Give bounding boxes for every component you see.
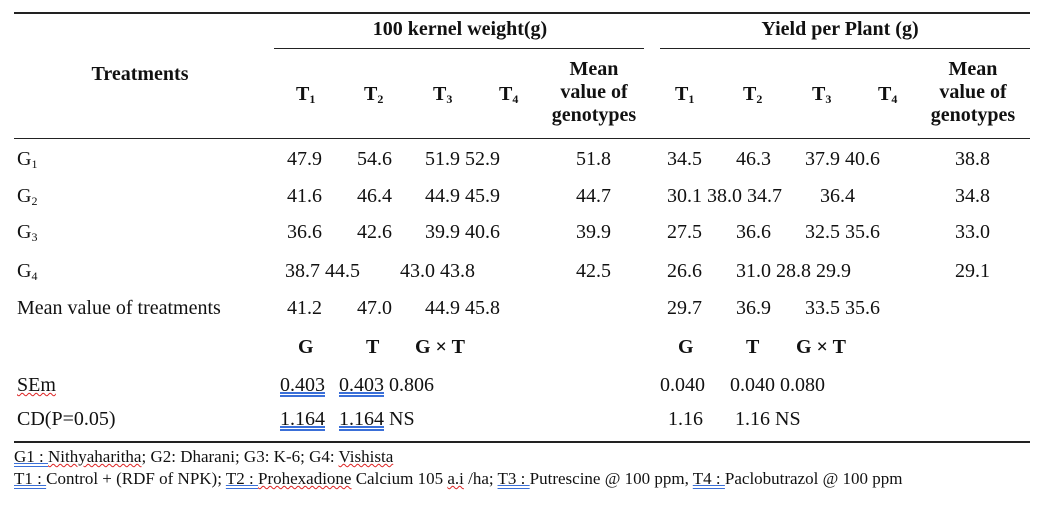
col-t1-kw: T1 (296, 83, 316, 106)
stats-header-gxt-kw: G × T (415, 336, 465, 358)
col-t3-yp: T3 (812, 83, 832, 106)
cell: 33.5 35.6 (805, 297, 880, 319)
cell: 29.1 (955, 260, 990, 282)
cell: 33.0 (955, 221, 990, 243)
cell: 42.6 (357, 221, 392, 243)
cell: 37.9 40.6 (805, 148, 880, 170)
stat-label-sem: SEm (17, 374, 56, 396)
cell: 47.0 (357, 297, 392, 319)
stat-cd-kw: 1.164 1.164 NS (280, 408, 415, 430)
footnote-treatments: T1 : Control + (RDF of NPK); T2 : Prohex… (14, 469, 903, 488)
table-bottom-rule (14, 441, 1030, 443)
cell: 0.040 0.080 (730, 374, 825, 396)
table-top-rule (14, 12, 1030, 14)
group2-rule (660, 48, 1030, 49)
cell: 39.9 40.6 (425, 221, 500, 243)
stats-header-g-kw: G (298, 336, 314, 358)
stats-header-t-yp: T (746, 336, 760, 358)
cell: 29.7 (667, 297, 702, 319)
footnote-genotypes: G1 : Nithyaharitha; G2: Dharani; G3: K-6… (14, 447, 394, 466)
cell: 36.6 (287, 221, 322, 243)
cell: 47.9 (287, 148, 322, 170)
cell: 36.9 (736, 297, 771, 319)
row-label-g1: G1 (17, 148, 38, 171)
col-t2-kw: T2 (364, 83, 384, 106)
col-t1-yp: T1 (675, 83, 695, 106)
cell: 34.5 (667, 148, 702, 170)
cell: 38.8 (955, 148, 990, 170)
kernel-weight-header: 100 kernel weight(g) (372, 18, 548, 40)
group1-rule (274, 48, 644, 49)
col-t2-yp: T2 (743, 83, 763, 106)
cell: 32.5 35.6 (805, 221, 880, 243)
col-mean-kw: Mean value of genotypes (551, 58, 637, 126)
cell: 27.5 (667, 221, 702, 243)
row-label-g2: G2 (17, 185, 38, 208)
row-label-g3: G3 (17, 221, 38, 244)
cell: 0.040 (660, 374, 705, 396)
cell: 41.6 (287, 185, 322, 207)
col-t3-kw: T3 (433, 83, 453, 106)
cell: 26.6 (667, 260, 702, 282)
col-mean-yp: Mean value of genotypes (930, 58, 1016, 126)
header-bottom-rule (14, 138, 1030, 139)
cell: 34.8 (955, 185, 990, 207)
cell: 38.7 44.5 (285, 260, 360, 282)
cell: 44.9 45.9 (425, 185, 500, 207)
cell: 44.7 (576, 185, 611, 207)
cell: 44.9 45.8 (425, 297, 500, 319)
cell: 46.3 (736, 148, 771, 170)
cell: 36.4 (820, 185, 855, 207)
stat-sem-kw: 0.403 0.403 0.806 (280, 374, 434, 396)
cell: 46.4 (357, 185, 392, 207)
cell: 39.9 (576, 221, 611, 243)
col-t4-yp: T4 (878, 83, 898, 106)
stats-header-t-kw: T (366, 336, 380, 358)
cell: 31.0 28.8 29.9 (736, 260, 851, 282)
treatments-header: Treatments (91, 63, 189, 85)
stats-header-gxt-yp: G × T (796, 336, 846, 358)
cell: 51.9 52.9 (425, 148, 500, 170)
cell: 42.5 (576, 260, 611, 282)
cell: 1.16 (668, 408, 703, 430)
stat-label-cd: CD(P=0.05) (17, 408, 116, 430)
cell: 36.6 (736, 221, 771, 243)
cell: 30.1 38.0 34.7 (667, 185, 782, 207)
col-t4-kw: T4 (499, 83, 519, 106)
yield-header: Yield per Plant (g) (761, 18, 919, 40)
row-label-g4: G4 (17, 260, 38, 283)
stats-header-g-yp: G (678, 336, 694, 358)
cell: 43.0 43.8 (400, 260, 475, 282)
cell: 51.8 (576, 148, 611, 170)
row-label-mean: Mean value of treatments (17, 297, 221, 319)
cell: 54.6 (357, 148, 392, 170)
cell: 41.2 (287, 297, 322, 319)
cell: 1.16 NS (735, 408, 801, 430)
